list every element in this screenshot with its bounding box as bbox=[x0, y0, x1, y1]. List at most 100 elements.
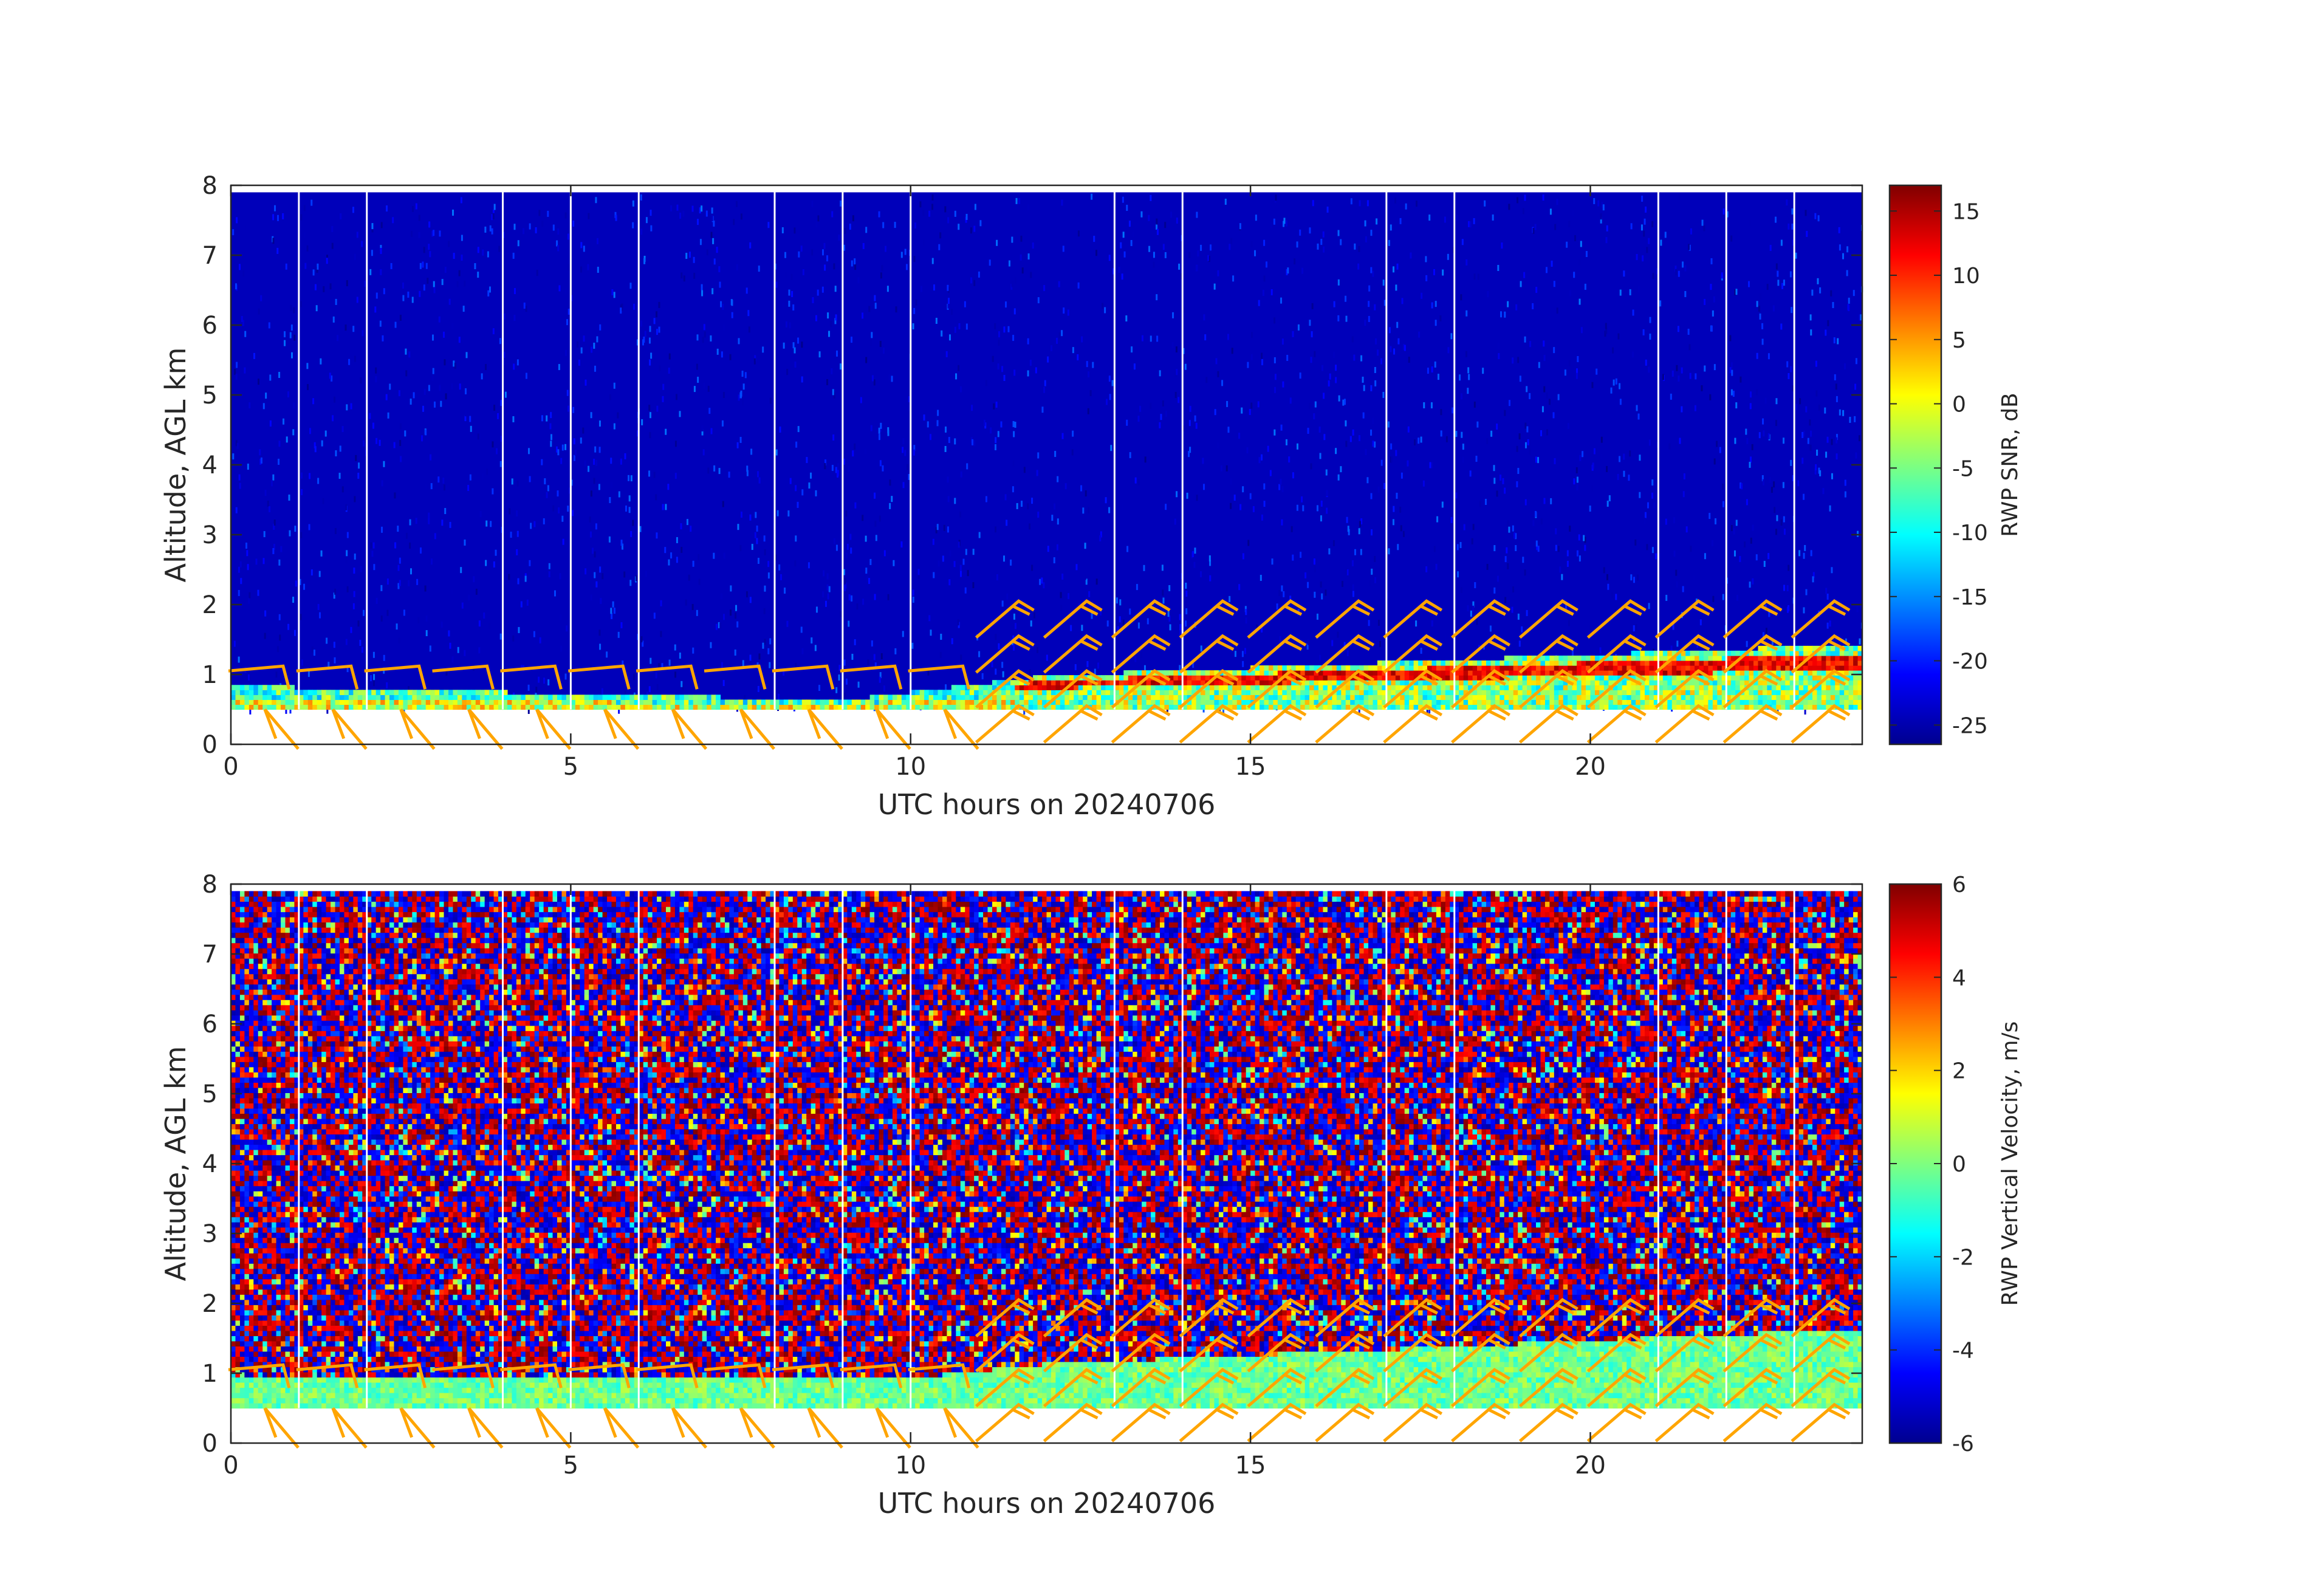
heatmap-cell bbox=[871, 425, 872, 431]
heatmap-cell bbox=[1647, 503, 1649, 509]
heatmap-cell bbox=[1156, 699, 1160, 705]
heatmap-cell bbox=[1642, 255, 1644, 261]
heatmap-cell bbox=[544, 699, 549, 705]
heatmap-cell bbox=[862, 312, 863, 318]
heatmap-cell bbox=[1504, 410, 1506, 416]
heatmap-cell bbox=[946, 351, 948, 357]
heatmap-cell bbox=[1333, 352, 1335, 358]
heatmap-cell bbox=[1477, 665, 1482, 671]
heatmap-cell bbox=[1341, 695, 1346, 700]
heatmap-cell bbox=[840, 201, 842, 207]
heatmap-cell bbox=[1763, 479, 1764, 485]
heatmap-cell bbox=[1515, 545, 1517, 551]
heatmap-cell bbox=[1418, 332, 1420, 338]
heatmap-cell bbox=[1584, 545, 1586, 551]
heatmap-cell bbox=[594, 478, 595, 484]
heatmap-cell bbox=[714, 258, 716, 264]
heatmap-cell bbox=[1078, 685, 1083, 690]
heatmap-cell bbox=[1359, 685, 1364, 690]
heatmap-cell bbox=[1686, 526, 1688, 532]
heatmap-cell bbox=[955, 211, 956, 217]
heatmap-cell bbox=[1029, 699, 1033, 705]
heatmap-cell bbox=[398, 565, 400, 571]
heatmap-cell bbox=[1714, 364, 1716, 370]
heatmap-cell bbox=[777, 510, 779, 516]
heatmap-cell bbox=[1169, 690, 1174, 695]
heatmap-cell bbox=[947, 526, 949, 532]
heatmap-cell bbox=[1390, 224, 1392, 230]
heatmap-cell bbox=[1513, 704, 1518, 710]
heatmap-cell bbox=[1545, 665, 1550, 671]
heatmap-cell bbox=[1031, 498, 1033, 504]
heatmap-cell bbox=[1346, 690, 1351, 695]
heatmap-cell bbox=[888, 430, 889, 436]
heatmap-cell bbox=[811, 201, 813, 207]
heatmap-cell bbox=[1377, 685, 1382, 690]
heatmap-cell bbox=[1320, 239, 1322, 245]
heatmap-cell bbox=[1393, 266, 1394, 272]
heatmap-cell bbox=[629, 695, 634, 700]
heatmap-cell bbox=[458, 704, 462, 710]
heatmap-cell bbox=[1173, 670, 1178, 676]
heatmap-cell bbox=[598, 704, 603, 710]
heatmap-cell bbox=[1024, 699, 1029, 705]
heatmap-cell bbox=[1092, 685, 1097, 690]
heatmap-cell bbox=[259, 449, 261, 455]
heatmap-cell bbox=[1309, 704, 1314, 710]
heatmap-cell bbox=[1459, 374, 1461, 380]
heatmap-cell bbox=[959, 323, 961, 329]
heatmap-cell bbox=[1464, 699, 1469, 705]
heatmap-cell bbox=[1346, 665, 1351, 671]
heatmap-cell bbox=[614, 292, 615, 298]
heatmap-cell bbox=[1020, 699, 1024, 705]
heatmap-cell bbox=[1554, 665, 1559, 671]
heatmap-cell bbox=[676, 394, 677, 400]
heatmap-cell bbox=[281, 690, 286, 695]
heatmap-cell bbox=[972, 582, 974, 588]
heatmap-cell bbox=[1301, 496, 1303, 503]
heatmap-cell bbox=[1756, 389, 1758, 396]
heatmap-cell bbox=[560, 614, 561, 620]
heatmap-cell bbox=[1273, 219, 1275, 225]
heatmap-cell bbox=[1339, 396, 1340, 402]
heatmap-cell bbox=[258, 379, 259, 385]
heatmap-cell bbox=[862, 515, 863, 521]
heatmap-cell bbox=[334, 589, 336, 595]
heatmap-cell bbox=[478, 247, 479, 253]
heatmap-cell bbox=[1340, 466, 1342, 472]
heatmap-cell bbox=[1101, 685, 1106, 690]
heatmap-cell bbox=[933, 699, 938, 705]
heatmap-cell bbox=[1015, 623, 1016, 629]
heatmap-cell bbox=[1477, 695, 1482, 700]
heatmap-cell bbox=[666, 699, 671, 705]
heatmap-cell bbox=[951, 685, 956, 690]
heatmap-cell bbox=[1247, 447, 1249, 453]
heatmap-cell bbox=[1232, 685, 1237, 690]
heatmap-cell bbox=[1415, 620, 1417, 626]
heatmap-cell bbox=[1381, 460, 1383, 466]
heatmap-cell bbox=[1069, 675, 1074, 681]
heatmap-cell bbox=[1347, 569, 1349, 575]
heatmap-cell bbox=[560, 458, 562, 464]
heatmap-cell bbox=[951, 704, 956, 710]
heatmap-cell bbox=[1405, 660, 1410, 666]
heatmap-cell bbox=[485, 560, 487, 566]
heatmap-cell bbox=[323, 286, 324, 292]
heatmap-cell bbox=[688, 704, 693, 710]
heatmap-cell bbox=[828, 593, 829, 599]
heatmap-cell bbox=[1786, 199, 1788, 205]
heatmap-cell bbox=[641, 419, 643, 425]
heatmap-cell bbox=[307, 384, 309, 390]
heatmap-cell bbox=[448, 699, 453, 705]
heatmap-cell bbox=[1659, 300, 1661, 306]
heatmap-cell bbox=[1527, 670, 1532, 676]
heatmap-cell bbox=[550, 441, 552, 447]
heatmap-cell bbox=[526, 699, 530, 705]
heatmap-cell bbox=[1299, 230, 1301, 236]
heatmap-cell bbox=[318, 604, 320, 610]
heatmap-cell bbox=[1550, 208, 1552, 214]
heatmap-cell bbox=[439, 690, 444, 695]
heatmap-cell bbox=[832, 465, 834, 471]
heatmap-cell bbox=[1509, 660, 1513, 666]
heatmap-cell bbox=[1105, 704, 1110, 710]
